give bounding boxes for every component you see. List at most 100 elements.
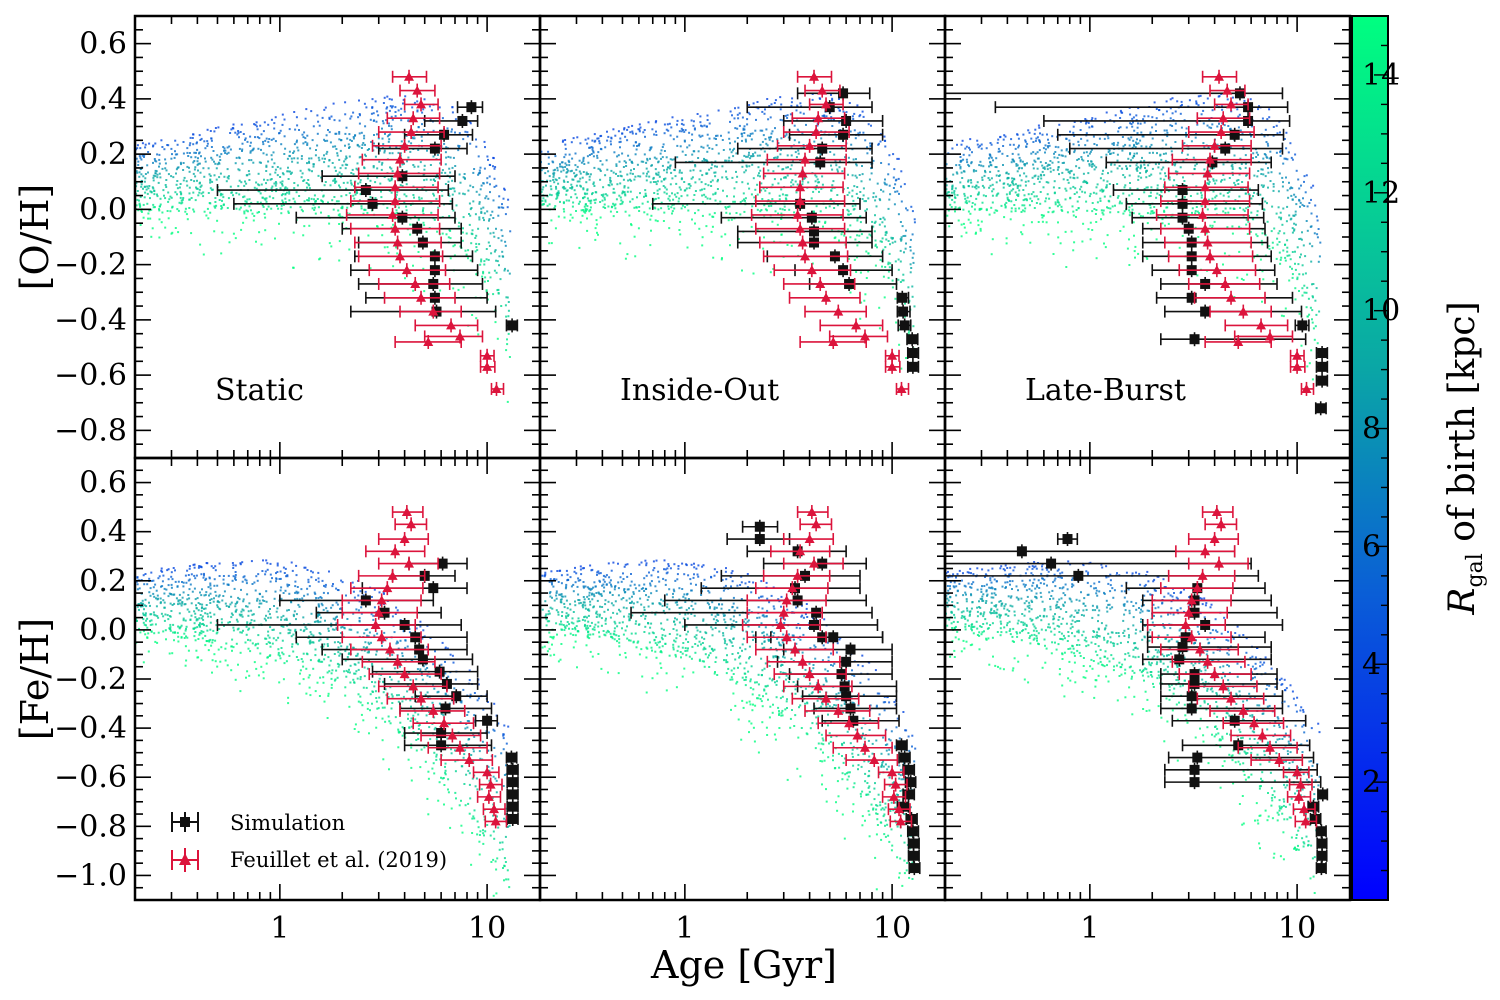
background-dot [567,169,570,172]
background-dot [586,217,588,220]
background-dot [461,239,464,242]
background-dot [255,240,257,243]
background-dot [1125,165,1128,168]
background-dot [569,219,572,222]
background-dot [452,156,455,159]
background-dot [209,179,212,182]
background-dot [583,196,586,199]
background-dot [643,129,646,131]
background-dot [726,195,728,198]
background-dot [995,157,998,160]
background-dot [164,184,167,186]
background-dot [744,197,747,200]
background-dot [288,199,291,202]
background-dot [423,290,426,293]
background-dot [293,143,296,146]
background-dot [856,234,859,237]
background-dot [785,133,788,136]
background-dot [190,156,193,159]
background-dot [653,156,656,159]
background-dot [1092,191,1095,194]
background-dot [172,176,175,179]
background-dot [502,197,505,200]
background-dot [689,184,692,187]
background-dot [1278,216,1281,219]
background-dot [597,233,599,236]
background-dot [630,179,633,182]
background-dot [875,205,878,208]
background-dot [1022,189,1025,191]
background-dot [451,193,454,196]
background-dot [706,197,709,200]
background-dot [334,181,337,184]
background-dot [161,211,164,214]
background-dot [204,147,207,150]
background-dot [1061,209,1064,212]
background-dot [419,161,422,164]
background-dot [443,142,446,145]
background-dot [884,178,886,181]
background-dot [655,134,658,136]
background-dot [358,99,360,102]
background-dot [1077,140,1080,143]
background-dot [346,137,349,140]
background-dot [681,204,684,207]
background-dot [1010,207,1013,210]
background-dot [298,195,301,197]
background-dot [320,199,323,202]
background-dot [223,149,225,152]
background-dot [669,164,672,167]
square-marker [907,361,918,372]
background-dot [672,198,675,201]
triangle-marker [491,383,502,393]
background-dot [556,196,559,199]
background-dot [870,172,873,175]
background-dot [995,194,998,197]
background-dot [316,132,319,135]
background-dot [156,193,158,196]
background-dot [815,175,818,178]
background-dot [1065,168,1068,171]
background-dot [1051,135,1054,138]
background-dot [287,212,290,214]
background-dot [616,183,619,186]
background-dot [308,224,311,227]
background-dot [166,144,169,146]
square-marker [466,102,477,113]
background-dot [274,171,277,174]
triangle-marker [821,99,832,109]
background-dot [1060,149,1063,152]
background-dot [970,181,973,184]
background-dot [281,113,284,116]
background-dot [1129,187,1132,190]
background-dot [286,187,289,190]
background-dot [624,135,627,138]
background-dot [216,154,219,157]
background-dot [1057,161,1060,164]
background-dot [690,177,693,180]
background-dot [1088,126,1091,129]
background-dot [293,200,296,203]
background-dot [218,155,221,158]
background-dot [296,184,299,187]
background-dot [182,162,185,164]
background-dot [351,168,354,171]
background-dot [568,153,571,156]
background-dot [881,237,884,240]
background-dot [881,221,884,224]
background-dot [1057,146,1060,149]
background-dot [366,149,369,151]
background-dot [761,129,764,132]
background-dot [307,168,310,171]
background-dot [764,208,767,211]
background-dot [1170,202,1173,204]
background-dot [480,260,483,263]
background-dot [819,97,822,100]
background-dot [1045,181,1048,184]
background-dot [459,245,462,248]
background-dot [962,208,965,211]
background-dot [1223,124,1226,127]
background-dot [146,164,149,167]
background-dot [1121,136,1124,138]
background-dot [644,135,646,138]
